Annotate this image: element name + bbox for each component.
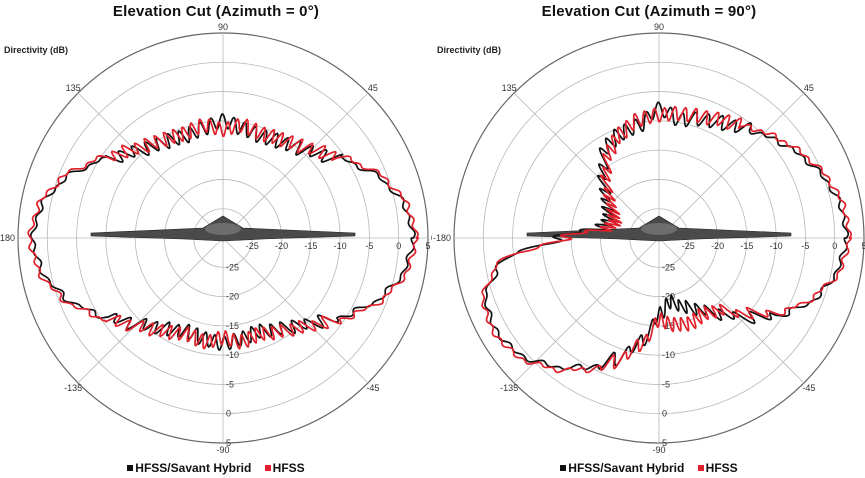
chart-title: Elevation Cut (Azimuth = 0°) xyxy=(112,3,320,20)
angle-tick-label: 0 xyxy=(431,233,432,243)
radial-tick-label: -15 xyxy=(226,321,239,331)
polar-grid-spoke xyxy=(658,92,805,239)
radial-tick-label: -5 xyxy=(365,241,373,251)
aircraft-silhouette xyxy=(526,215,792,242)
angle-tick-label: 90 xyxy=(654,22,664,32)
angle-tick-label: 45 xyxy=(804,83,814,93)
legend-item-hybrid: HFSS/Savant Hybrid xyxy=(127,461,251,475)
angle-tick-label: 135 xyxy=(66,83,81,93)
legend-swatch-hfss xyxy=(264,464,271,471)
angle-tick-label: 135 xyxy=(502,83,517,93)
radial-tick-label: -15 xyxy=(740,241,753,251)
legend-swatch-hfss xyxy=(697,464,704,471)
directivity-label: Directivity (dB) xyxy=(4,45,69,55)
radial-tick-label: -20 xyxy=(711,241,724,251)
radial-tick-label: 0 xyxy=(662,409,667,419)
legend-label-hfss: HFSS xyxy=(272,461,305,475)
series-line-hfss-savant-hybrid xyxy=(484,101,850,371)
legend: HFSS/Savant Hybrid HFSS xyxy=(0,461,432,475)
polar-grid-spoke xyxy=(658,237,805,384)
polar-grid-spoke xyxy=(77,92,224,239)
legend: HFSS/Savant Hybrid HFSS xyxy=(433,461,865,475)
series-line-hfss xyxy=(481,105,853,374)
radial-tick-label: -20 xyxy=(275,241,288,251)
chart-panel-left: Elevation Cut (Azimuth = 0°) Directivity… xyxy=(0,0,432,478)
polar-grid-spoke xyxy=(513,92,660,239)
radial-tick-label: 5 xyxy=(662,438,667,448)
polar-grid-spoke xyxy=(77,237,224,384)
directivity-label: Directivity (dB) xyxy=(437,45,502,55)
radial-tick-label: -25 xyxy=(226,262,239,272)
polar-plot-azimuth-90: 0 45 90 135 -180 -135 -90 -45 -25 -25 -20 -20 -15 -15… xyxy=(433,22,865,455)
chart-panel-right: Elevation Cut (Azimuth = 90°) Directivit… xyxy=(433,0,865,478)
radial-tick-label: 0 xyxy=(226,409,231,419)
aircraft-canopy xyxy=(641,223,677,235)
radial-tick-label: 0 xyxy=(396,241,401,251)
angle-tick-label: -45 xyxy=(366,383,379,393)
legend-swatch-hybrid xyxy=(127,464,134,471)
aircraft-canopy xyxy=(205,223,241,235)
radial-tick-label: -15 xyxy=(304,241,317,251)
radial-tick-label: -10 xyxy=(770,241,783,251)
legend-label-hfss: HFSS xyxy=(705,461,738,475)
radial-tick-label: -5 xyxy=(801,241,809,251)
legend-item-hybrid: HFSS/Savant Hybrid xyxy=(560,461,684,475)
radial-tick-label: -10 xyxy=(226,350,239,360)
radial-tick-label: -5 xyxy=(662,379,670,389)
aircraft-silhouette xyxy=(90,215,356,242)
radial-tick-label: -5 xyxy=(226,379,234,389)
radial-tick-label: -10 xyxy=(662,350,675,360)
radial-tick-label: -25 xyxy=(662,262,675,272)
legend-label-hybrid: HFSS/Savant Hybrid xyxy=(135,461,252,475)
angle-tick-label: -45 xyxy=(802,383,815,393)
radial-tick-label: -10 xyxy=(334,241,347,251)
radial-tick-label: -25 xyxy=(682,241,695,251)
legend-item-hfss: HFSS xyxy=(697,461,738,475)
legend-item-hfss: HFSS xyxy=(264,461,305,475)
polar-grid-spoke xyxy=(222,92,369,239)
radial-tick-label: -25 xyxy=(246,241,259,251)
angle-tick-label: -90 xyxy=(652,445,665,455)
angle-tick-label: -135 xyxy=(500,383,518,393)
polar-plot-azimuth-0: 0 45 90 135 -180 -135 -90 -45 -25 -25 -20 -20 -15 -15… xyxy=(0,22,432,455)
angle-tick-label: -180 xyxy=(433,233,451,243)
angle-tick-label: -90 xyxy=(216,445,229,455)
angle-tick-label: 45 xyxy=(368,83,378,93)
polar-grid-spoke xyxy=(222,237,369,384)
radial-tick-label: 5 xyxy=(425,241,430,251)
legend-label-hybrid: HFSS/Savant Hybrid xyxy=(568,461,685,475)
radial-tick-label: -20 xyxy=(662,292,675,302)
radial-tick-label: 5 xyxy=(226,438,231,448)
radial-tick-label: -20 xyxy=(226,292,239,302)
polar-grid-spoke xyxy=(513,237,660,384)
chart-title: Elevation Cut (Azimuth = 90°) xyxy=(541,3,757,20)
legend-swatch-hybrid xyxy=(560,464,567,471)
angle-tick-label: 90 xyxy=(218,22,228,32)
radial-tick-label: 5 xyxy=(861,241,865,251)
radial-tick-label: 0 xyxy=(832,241,837,251)
series-line-hfss xyxy=(27,118,420,350)
angle-tick-label: -135 xyxy=(64,383,82,393)
radial-tick-label: -15 xyxy=(662,321,675,331)
angle-tick-label: -180 xyxy=(0,233,15,243)
